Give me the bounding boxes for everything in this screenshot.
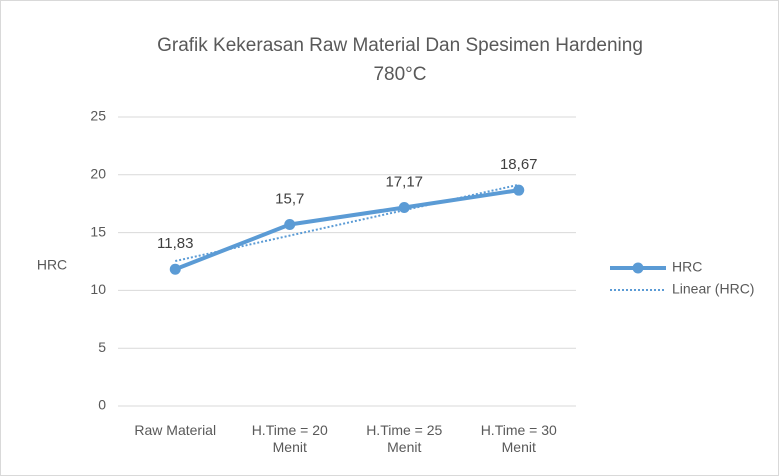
y-tick-label: 5 [98, 339, 106, 355]
legend-marker [632, 262, 644, 274]
data-label: 11,83 [157, 235, 193, 252]
y-tick-label: 25 [90, 108, 106, 124]
y-tick-label: 10 [90, 281, 106, 297]
legend-label: Linear (HRC) [672, 281, 754, 297]
y-tick-label: 20 [90, 166, 106, 182]
data-point [284, 219, 296, 231]
data-label: 17,17 [385, 173, 423, 190]
x-tick-label: H.Time = 20 Menit [251, 422, 328, 455]
chart-title: Grafik Kekerasan Raw Material Dan Spesim… [157, 35, 643, 56]
data-line [174, 188, 520, 272]
y-axis-label: HRC [37, 257, 67, 273]
chart-title: 780°C [373, 64, 426, 85]
x-tick-label: Raw Material [134, 422, 217, 438]
x-tick-label: H.Time = 25 Menit [366, 422, 443, 455]
trendline [175, 183, 519, 263]
data-point [169, 263, 181, 275]
data-label: 18,67 [500, 156, 538, 173]
y-tick-label: 0 [98, 397, 106, 413]
data-point [513, 184, 525, 196]
data-point [398, 202, 410, 214]
legend-label: HRC [672, 259, 702, 275]
data-label: 15,7 [275, 190, 304, 207]
x-tick-label: H.Time = 30 Menit [480, 422, 557, 455]
y-tick-label: 15 [90, 223, 106, 239]
